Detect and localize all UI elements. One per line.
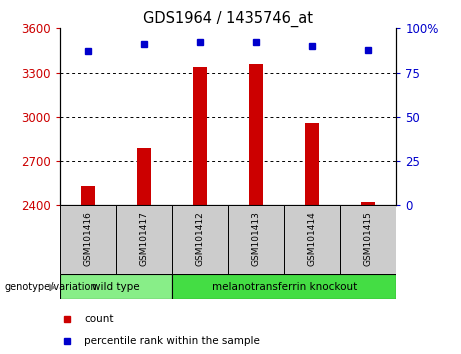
Bar bbox=[284, 205, 340, 274]
Bar bbox=[81, 186, 95, 205]
Text: count: count bbox=[84, 314, 113, 325]
Text: GSM101415: GSM101415 bbox=[364, 211, 373, 266]
Title: GDS1964 / 1435746_at: GDS1964 / 1435746_at bbox=[143, 11, 313, 27]
Bar bbox=[60, 205, 116, 274]
Bar bbox=[172, 274, 396, 299]
Text: wild type: wild type bbox=[92, 282, 140, 292]
Bar bbox=[193, 67, 207, 205]
Text: GSM101414: GSM101414 bbox=[308, 211, 317, 266]
Text: ▶: ▶ bbox=[49, 282, 56, 292]
Bar bbox=[340, 205, 396, 274]
Text: GSM101413: GSM101413 bbox=[252, 211, 261, 266]
Bar bbox=[60, 274, 172, 299]
Bar bbox=[249, 64, 263, 205]
Text: GSM101417: GSM101417 bbox=[140, 211, 148, 266]
Text: percentile rank within the sample: percentile rank within the sample bbox=[84, 336, 260, 346]
Bar bbox=[137, 148, 151, 205]
Text: GSM101412: GSM101412 bbox=[195, 211, 205, 266]
Bar bbox=[172, 205, 228, 274]
Bar bbox=[361, 202, 375, 205]
Bar bbox=[228, 205, 284, 274]
Text: genotype/variation: genotype/variation bbox=[5, 282, 97, 292]
Text: melanotransferrin knockout: melanotransferrin knockout bbox=[212, 282, 357, 292]
Bar bbox=[305, 123, 319, 205]
Text: GSM101416: GSM101416 bbox=[83, 211, 93, 266]
Bar bbox=[116, 205, 172, 274]
